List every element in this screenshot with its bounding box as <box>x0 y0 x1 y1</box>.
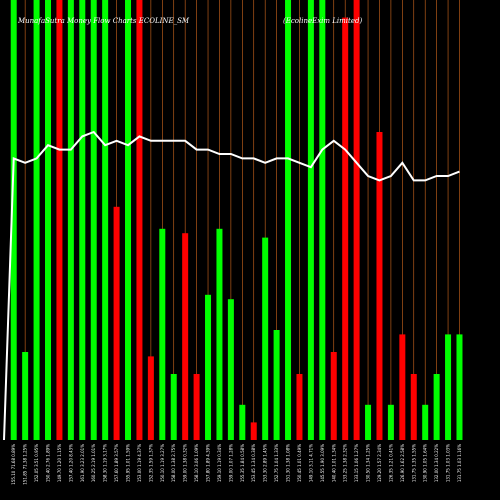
x-tick-label: 149.10 3.11 4.71% <box>308 444 313 482</box>
x-tick-label: 132.00 1.34 0.22% <box>434 444 439 482</box>
x-tick-label: 130.50 1.34 1.25% <box>366 444 371 482</box>
x-tick-label: 157.40 1.20 8.43% <box>68 444 73 482</box>
x-tick-label: 152.75 1.04 1.33% <box>274 444 279 482</box>
x-tick-label: 159.00 1.07 1.28% <box>228 444 233 482</box>
bar-down <box>147 356 154 440</box>
x-tick-label: 159.10 1.19 0.34% <box>217 444 222 482</box>
bar-up <box>456 334 463 440</box>
bar-up <box>285 0 292 440</box>
bar-up <box>170 374 177 440</box>
x-tick-label: 151.85 71.38 1.25% <box>23 444 28 485</box>
bar-up <box>319 0 326 440</box>
bar-down <box>182 233 189 440</box>
money-flow-line <box>3 130 460 441</box>
bar-down <box>410 374 417 440</box>
bar-series <box>10 0 463 440</box>
x-tick-label: 153.45 1.34 0.38% <box>251 444 256 482</box>
x-tick-label: 155.10 71.68 0.89% <box>11 444 16 485</box>
bar-down <box>136 0 143 440</box>
x-tick-label: 161.90 3.23 2.01% <box>80 444 85 482</box>
x-tick-label: 131.75 1.35 1.55% <box>411 444 416 482</box>
x-tick-labels: 155.10 71.68 0.89% 151.85 71.38 1.25% 152.… <box>11 444 462 485</box>
x-tick-label: 133.15 1.06 1.27% <box>354 444 359 482</box>
x-tick-label: 131.75 1.03 1.03% <box>446 444 451 482</box>
bar-up <box>433 374 440 440</box>
bar-up <box>159 228 166 440</box>
bar-up <box>239 404 246 440</box>
chart-title: MunafaSutra Money Flow Charts ECOLINE_SM <box>17 17 190 25</box>
bar-down <box>113 206 120 440</box>
bar-up <box>102 0 109 440</box>
chart-subtitle: (EcolineExim Limited) <box>283 17 362 25</box>
x-tick-label: 150.10 1.19 3.27% <box>160 444 165 482</box>
bar-down <box>399 334 406 440</box>
x-tick-label: 159.00 1.38 0.32% <box>183 444 188 482</box>
x-tick-label: 149.70 1.20 1.15% <box>57 444 62 482</box>
x-tick-label: 155.35 1.84 0.58% <box>240 444 245 482</box>
bar-up <box>445 334 452 440</box>
bar-down <box>330 352 337 440</box>
x-tick-label: 153.00 1.19 4.37% <box>137 444 142 482</box>
x-tick-label: 129.20 1.57 2.34% <box>377 444 382 482</box>
bar-up <box>262 237 269 440</box>
bar-down <box>353 0 360 440</box>
bar-down <box>376 132 383 440</box>
x-tick-label: 150.40 2.76 1.89% <box>46 444 51 482</box>
x-tick-label: 158.30 1.19 3.17% <box>103 444 108 482</box>
bar-down <box>250 422 257 440</box>
bar-down <box>56 0 63 440</box>
bar-up <box>22 352 29 440</box>
x-tick-label: 160.25 2.19 1.01% <box>91 444 96 482</box>
bar-up <box>10 0 17 440</box>
x-tick-label: 140.40 1.01 1.34% <box>331 444 336 482</box>
bar-up <box>307 0 314 440</box>
x-tick-label: 152.05 3.51 0.95% <box>34 444 39 482</box>
x-tick-label: 131.75 1.03 1.16% <box>457 444 462 482</box>
bar-up <box>33 0 40 440</box>
x-tick-label: 130.90 1.05 1.64% <box>423 444 428 482</box>
bar-up <box>205 294 212 440</box>
bar-up <box>45 0 52 440</box>
x-tick-label: 133.25 1.38 2.32% <box>343 444 348 482</box>
bar-up <box>422 404 429 440</box>
bar-up <box>387 404 394 440</box>
bar-up <box>216 228 223 440</box>
bar-up <box>227 299 234 440</box>
bar-up <box>90 0 97 440</box>
x-tick-label: 158.10 3.06 1.09% <box>194 444 199 482</box>
bar-up <box>125 0 132 440</box>
x-tick-label: 155.95 1.01 1.59% <box>126 444 131 482</box>
bar-down <box>296 374 303 440</box>
bar-up <box>273 330 280 440</box>
x-tick-label: 157.60 1.89 3.57% <box>114 444 119 482</box>
bar-up <box>79 0 86 440</box>
x-tick-label: 145.55 1.90 3.09% <box>320 444 325 482</box>
bar-up <box>67 0 74 440</box>
x-tick-label: 150.45 1.01 0.49% <box>297 444 302 482</box>
x-tick-label: 153.30 2.89 1.45% <box>263 444 268 482</box>
bar-down <box>193 374 200 440</box>
x-tick-label: 158.00 1.38 2.75% <box>171 444 176 482</box>
bar-up <box>365 404 372 440</box>
x-tick-label: 126.35 1.21 0.41% <box>388 444 393 482</box>
bar-down <box>342 17 349 440</box>
x-tick-label: 151.30 1.38 1.08% <box>286 444 291 482</box>
x-tick-label: 126.90 1.62 2.58% <box>400 444 405 482</box>
x-tick-label: 152.35 1.59 1.37% <box>148 444 153 482</box>
x-tick-label: 157.80 1.89 4.39% <box>206 444 211 482</box>
